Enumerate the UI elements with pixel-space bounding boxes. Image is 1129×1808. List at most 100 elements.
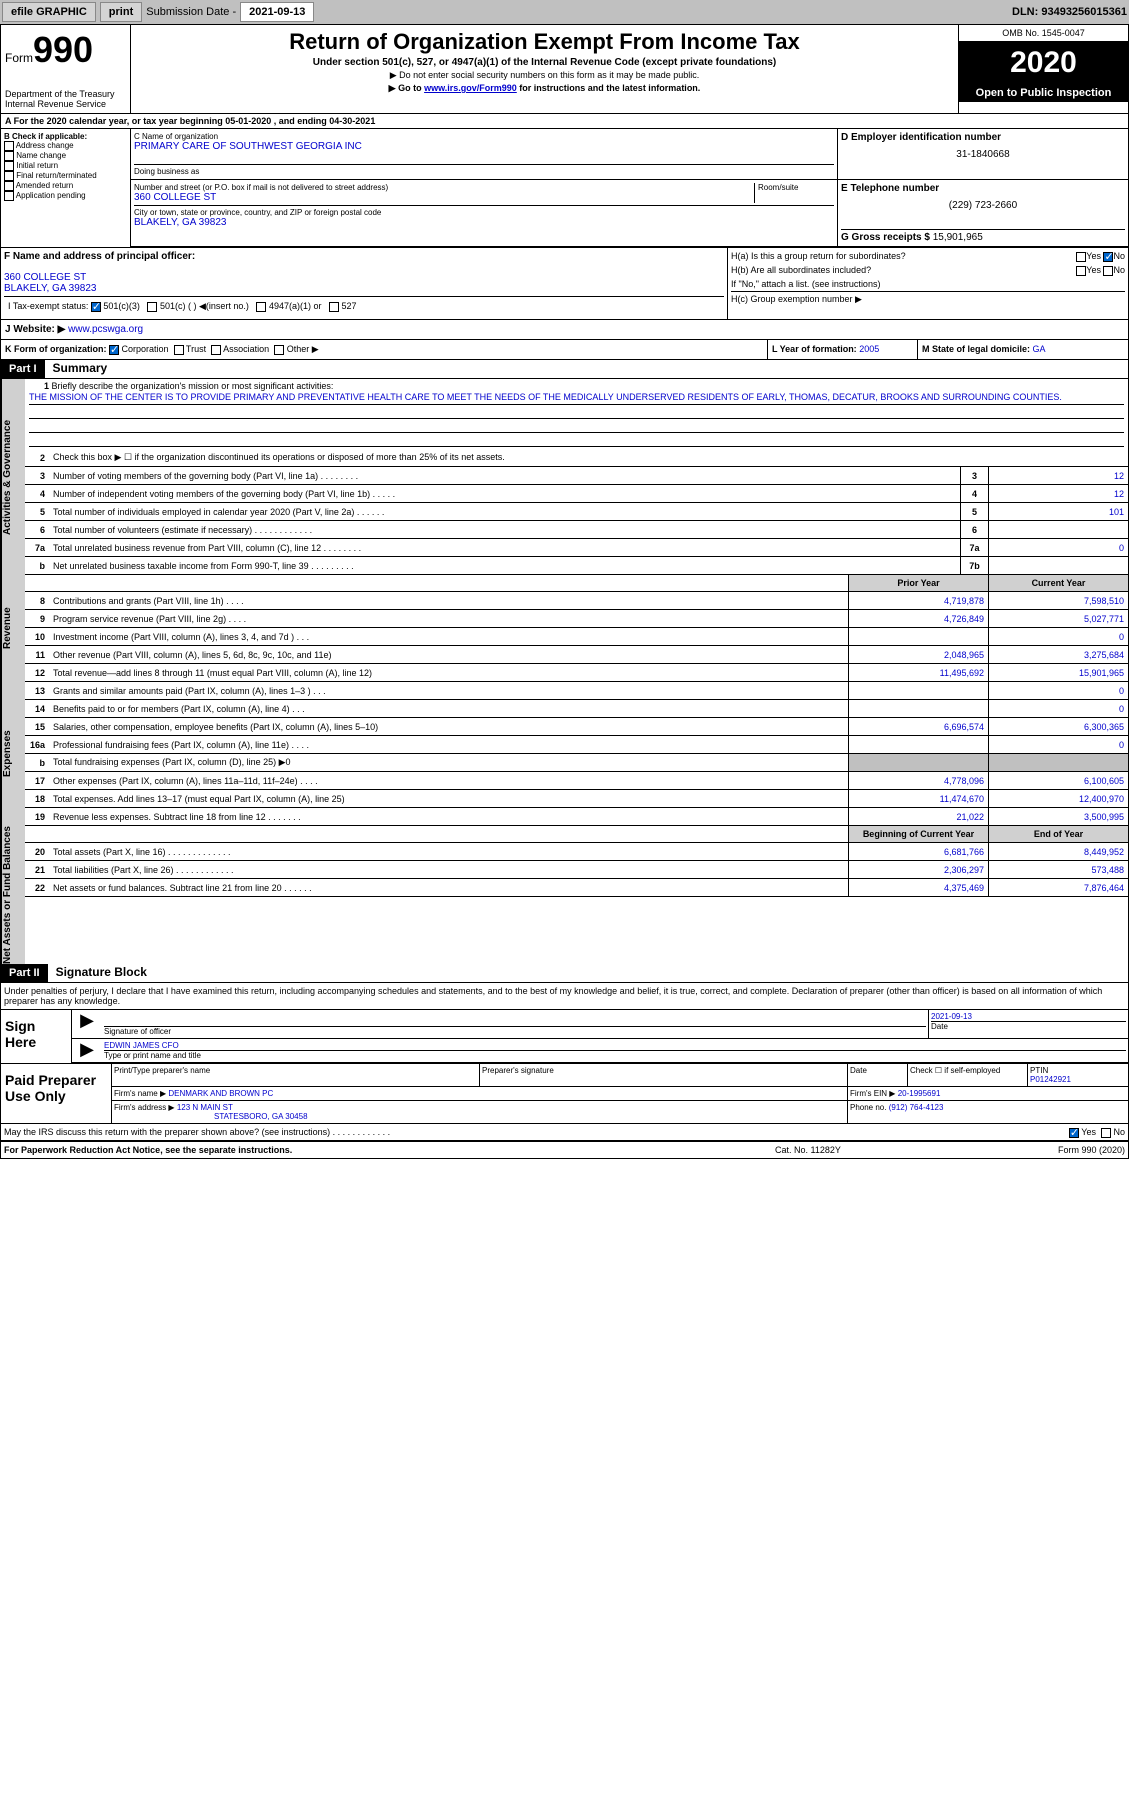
line-7b-value xyxy=(988,557,1128,574)
table-row: 10Investment income (Part VIII, column (… xyxy=(25,628,1128,646)
box-h: H(a) Is this a group return for subordin… xyxy=(728,248,1128,319)
mission-block: 1 Briefly describe the organization's mi… xyxy=(25,379,1128,449)
mission-text: THE MISSION OF THE CENTER IS TO PROVIDE … xyxy=(29,391,1124,405)
line-7a-value: 0 xyxy=(988,539,1128,556)
checkbox-trust[interactable] xyxy=(174,345,184,355)
omb-number: OMB No. 1545-0047 xyxy=(959,25,1128,42)
arrow-icon: ▶ xyxy=(72,1039,102,1062)
line-6-value xyxy=(988,521,1128,538)
irs-link[interactable]: www.irs.gov/Form990 xyxy=(424,83,517,93)
preparer-block: Paid Preparer Use Only Print/Type prepar… xyxy=(1,1064,1128,1124)
efile-button[interactable]: efile GRAPHIC xyxy=(2,2,96,22)
website-link[interactable]: www.pcswga.org xyxy=(68,324,143,335)
line-3-value: 12 xyxy=(988,467,1128,484)
box-e: E Telephone number (229) 723-2660 G Gros… xyxy=(838,180,1128,246)
checkbox-discuss-yes[interactable] xyxy=(1069,1128,1079,1138)
form-note-1: ▶ Do not enter social security numbers o… xyxy=(135,70,954,81)
table-row: 21Total liabilities (Part X, line 26) . … xyxy=(25,861,1128,879)
table-row: 20Total assets (Part X, line 16) . . . .… xyxy=(25,843,1128,861)
box-k: K Form of organization: Corporation Trus… xyxy=(1,340,768,359)
checkbox-ha-yes[interactable] xyxy=(1076,252,1086,262)
form-version: Form 990 (2020) xyxy=(975,1145,1125,1155)
firm-ein: 20-1995691 xyxy=(898,1089,941,1098)
form-footer: For Paperwork Reduction Act Notice, see … xyxy=(1,1142,1128,1158)
ptin: P01242921 xyxy=(1030,1075,1126,1084)
box-d: D Employer identification number 31-1840… xyxy=(838,129,1128,179)
print-button[interactable]: print xyxy=(100,2,142,22)
checkbox-ha-no[interactable] xyxy=(1103,252,1113,262)
table-row: bTotal fundraising expenses (Part IX, co… xyxy=(25,754,1128,772)
form-container: Form 990 Department of the Treasury Inte… xyxy=(0,24,1129,1159)
part-2-header: Part IISignature Block xyxy=(1,964,1128,983)
city-state-zip: BLAKELY, GA 39823 xyxy=(134,217,834,228)
form-title: Return of Organization Exempt From Incom… xyxy=(135,29,954,55)
discuss-row: May the IRS discuss this return with the… xyxy=(1,1124,1128,1142)
part-1-header: Part ISummary xyxy=(1,360,1128,379)
checkbox-other[interactable] xyxy=(274,345,284,355)
firm-name: DENMARK AND BROWN PC xyxy=(168,1089,273,1098)
box-c: C Name of organization PRIMARY CARE OF S… xyxy=(131,129,838,179)
checkbox-4947[interactable] xyxy=(256,302,266,312)
checkbox-discuss-no[interactable] xyxy=(1101,1128,1111,1138)
table-row: 12Total revenue—add lines 8 through 11 (… xyxy=(25,664,1128,682)
declaration-text: Under penalties of perjury, I declare th… xyxy=(1,983,1128,1010)
box-f: F Name and address of principal officer:… xyxy=(1,248,728,319)
box-j: J Website: ▶ www.pcswga.org xyxy=(1,320,1128,340)
end-year-header: End of Year xyxy=(988,826,1128,842)
table-row: 15Salaries, other compensation, employee… xyxy=(25,718,1128,736)
table-row: 11Other revenue (Part VIII, column (A), … xyxy=(25,646,1128,664)
checkbox-b-item[interactable] xyxy=(4,181,14,191)
arrow-icon: ▶ xyxy=(72,1010,102,1038)
box-address: Number and street (or P.O. box if mail i… xyxy=(131,180,838,246)
sign-here-label: Sign Here xyxy=(1,1010,71,1063)
form-subtitle: Under section 501(c), 527, or 4947(a)(1)… xyxy=(135,57,954,68)
checkbox-hb-yes[interactable] xyxy=(1076,266,1086,276)
form-note-2: ▶ Go to www.irs.gov/Form990 for instruct… xyxy=(135,83,954,94)
topbar: efile GRAPHIC print Submission Date - 20… xyxy=(0,0,1129,24)
table-row: 19Revenue less expenses. Subtract line 1… xyxy=(25,808,1128,826)
checkbox-501c[interactable] xyxy=(147,302,157,312)
vtab-expenses: Expenses xyxy=(1,682,25,826)
vtab-revenue: Revenue xyxy=(1,575,25,682)
box-b: B Check if applicable: Address change Na… xyxy=(1,129,131,247)
checkbox-assoc[interactable] xyxy=(211,345,221,355)
form-word: Form xyxy=(5,51,33,65)
street-address: 360 COLLEGE ST xyxy=(134,192,754,203)
submission-date: 2021-09-13 xyxy=(240,2,314,22)
submission-label: Submission Date - xyxy=(146,6,236,18)
ein: 31-1840668 xyxy=(841,149,1125,160)
checkbox-b-item[interactable] xyxy=(4,141,14,151)
table-row: 17Other expenses (Part IX, column (A), l… xyxy=(25,772,1128,790)
table-row: 13Grants and similar amounts paid (Part … xyxy=(25,682,1128,700)
line-a: A For the 2020 calendar year, or tax yea… xyxy=(1,114,1128,129)
officer-name: EDWIN JAMES CFO xyxy=(104,1041,1126,1050)
telephone: (229) 723-2660 xyxy=(841,200,1125,211)
public-inspection: Open to Public Inspection xyxy=(959,84,1128,102)
checkbox-hb-no[interactable] xyxy=(1103,266,1113,276)
dln: DLN: 93493256015361 xyxy=(1012,6,1127,18)
table-row: 9Program service revenue (Part VIII, lin… xyxy=(25,610,1128,628)
box-l: L Year of formation: 2005 xyxy=(768,340,918,359)
box-m: M State of legal domicile: GA xyxy=(918,340,1128,359)
vtab-governance: Activities & Governance xyxy=(1,379,25,575)
checkbox-b-item[interactable] xyxy=(4,161,14,171)
tax-year: 2020 xyxy=(959,42,1128,84)
org-name: PRIMARY CARE OF SOUTHWEST GEORGIA INC xyxy=(134,141,834,152)
form-header: Form 990 Department of the Treasury Inte… xyxy=(1,25,1128,114)
table-row: 14Benefits paid to or for members (Part … xyxy=(25,700,1128,718)
line-5-value: 101 xyxy=(988,503,1128,520)
beginning-year-header: Beginning of Current Year xyxy=(848,826,988,842)
checkbox-b-item[interactable] xyxy=(4,191,14,201)
checkbox-b-item[interactable] xyxy=(4,151,14,161)
checkbox-501c3[interactable] xyxy=(91,302,101,312)
checkbox-b-item[interactable] xyxy=(4,171,14,181)
checkbox-corp[interactable] xyxy=(109,345,119,355)
table-row: 22Net assets or fund balances. Subtract … xyxy=(25,879,1128,897)
department: Department of the Treasury Internal Reve… xyxy=(5,89,126,109)
form-number: 990 xyxy=(33,29,93,71)
paid-preparer-label: Paid Preparer Use Only xyxy=(1,1064,111,1123)
checkbox-527[interactable] xyxy=(329,302,339,312)
line-4-value: 12 xyxy=(988,485,1128,502)
firm-phone: (912) 764-4123 xyxy=(889,1103,944,1112)
table-row: 8Contributions and grants (Part VIII, li… xyxy=(25,592,1128,610)
